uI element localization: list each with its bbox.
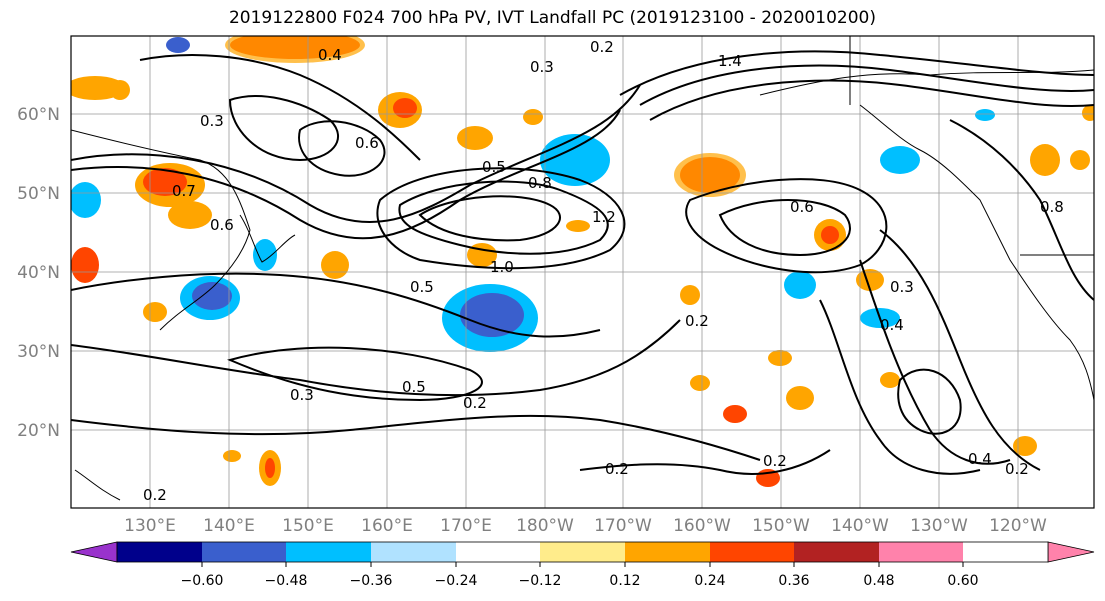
lon-tick-label: 170°E [440, 516, 492, 536]
lat-tick-label: 20°N [17, 421, 60, 441]
colorbar-segment [710, 542, 794, 562]
contour-label: 0.6 [355, 134, 379, 152]
colorbar-tick-label: 0.12 [609, 573, 640, 589]
contour-label: 0.3 [530, 58, 554, 76]
contour-labels: 0.4 0.2 0.3 1.4 0.3 0.6 0.5 0.8 1.2 1.0 … [143, 38, 1064, 504]
colorbar-segment [625, 542, 710, 562]
lon-axis: 130°E 140°E 150°E 160°E 170°E 180°W 170°… [124, 516, 1047, 536]
colorbar-ticks [201, 562, 964, 567]
lat-tick-label: 40°N [17, 263, 60, 283]
contour-label: 0.2 [463, 394, 487, 412]
contour-label: 0.2 [590, 38, 614, 56]
contour-label: 0.2 [1005, 460, 1029, 478]
colorbar-segment [794, 542, 879, 562]
colorbar-tick-label: 0.24 [694, 573, 725, 589]
colorbar-tick-label: 0.60 [947, 573, 978, 589]
lat-tick-label: 60°N [17, 105, 60, 125]
colorbar-segment [117, 542, 202, 562]
lon-tick-label: 150°W [752, 516, 810, 536]
contour-label: 0.6 [210, 216, 234, 234]
contour-label: 0.4 [318, 46, 342, 64]
lon-tick-label: 130°W [910, 516, 968, 536]
contour-label: 0.6 [790, 198, 814, 216]
contour-label: 0.8 [528, 174, 552, 192]
contour-label: 0.5 [402, 378, 426, 396]
contour-label: 0.4 [968, 450, 992, 468]
lon-tick-label: 160°W [673, 516, 731, 536]
lat-axis: 20°N 30°N 40°N 50°N 60°N [17, 105, 60, 441]
contour-label: 1.2 [592, 208, 616, 226]
colorbar-segment [202, 542, 286, 562]
colorbar-tick-label: −0.60 [181, 573, 224, 589]
colorbar-tick-label: −0.12 [519, 573, 562, 589]
colorbar: −0.60 −0.48 −0.36 −0.24 −0.12 0.12 0.24 … [70, 541, 1095, 589]
map-frame [70, 35, 1095, 509]
lon-tick-label: 160°E [361, 516, 413, 536]
lon-tick-label: 150°E [282, 516, 334, 536]
shading-layer [71, 36, 1094, 487]
contour-label: 0.2 [685, 312, 709, 330]
lon-tick-label: 120°W [989, 516, 1047, 536]
lon-tick-label: 140°W [831, 516, 889, 536]
colorbar-segment [371, 542, 456, 562]
contour-label: 0.5 [482, 158, 506, 176]
pv-contours [71, 50, 1094, 475]
colorbar-tick-label: −0.48 [265, 573, 308, 589]
colorbar-frame [116, 541, 1049, 563]
contour-label: 0.5 [410, 278, 434, 296]
colorbar-segment [963, 542, 1048, 562]
colorbar-tick-label: 0.48 [863, 573, 894, 589]
lon-tick-label: 130°E [124, 516, 176, 536]
colorbar-segment [286, 542, 371, 562]
colorbar-extend-min [70, 541, 118, 563]
contour-label: 0.8 [1040, 198, 1064, 216]
lon-tick-label: 180°W [516, 516, 574, 536]
contour-label: 1.0 [490, 258, 514, 276]
lon-tick-label: 170°W [594, 516, 652, 536]
graticule [71, 36, 1094, 508]
contour-label: 0.2 [143, 486, 167, 504]
colorbar-segment [456, 542, 540, 562]
contour-label: 0.3 [290, 386, 314, 404]
contour-label: 0.2 [605, 460, 629, 478]
lon-tick-label: 140°E [203, 516, 255, 536]
lat-tick-label: 50°N [17, 184, 60, 204]
figure-title: 2019122800 F024 700 hPa PV, IVT Landfall… [228, 8, 876, 28]
contour-label: 1.4 [718, 52, 742, 70]
colorbar-extend-max [1047, 541, 1095, 563]
colorbar-tick-label: −0.24 [435, 573, 478, 589]
lat-tick-label: 30°N [17, 342, 60, 362]
colorbar-segment [540, 542, 625, 562]
contour-label: 0.3 [890, 278, 914, 296]
contour-label: 0.3 [200, 112, 224, 130]
colorbar-tick-label: 0.36 [778, 573, 809, 589]
colorbar-segment [879, 542, 963, 562]
contour-label: 0.4 [880, 316, 904, 334]
colorbar-tick-label: −0.36 [350, 573, 393, 589]
contour-label: 0.7 [172, 182, 196, 200]
contour-label: 0.2 [763, 452, 787, 470]
